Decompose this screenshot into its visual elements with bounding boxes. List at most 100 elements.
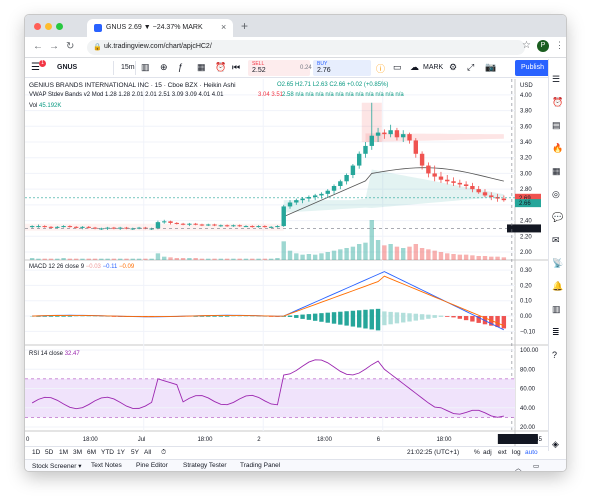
panel-tab-text-notes[interactable]: Text Notes	[91, 462, 122, 469]
candle-style-icon[interactable]: ▥	[141, 62, 150, 72]
range-all[interactable]: All	[144, 449, 152, 456]
forward-icon[interactable]: →	[49, 41, 59, 52]
volume-bar	[231, 258, 236, 260]
volume-bar	[482, 256, 488, 260]
volume-bar	[445, 253, 450, 260]
log-toggle[interactable]: log	[512, 449, 521, 456]
browser-tab[interactable]: GNUS 2.69 ▼ −24.37% MARK ×	[87, 19, 233, 37]
volume-bar	[413, 244, 419, 260]
panel-tab-strategy-tester[interactable]: Strategy Tester	[183, 462, 227, 469]
browser-menu-icon[interactable]: ⋮	[555, 40, 564, 50]
indicators-icon[interactable]: ƒ	[178, 62, 184, 72]
bookmark-star-icon[interactable]: ☆	[522, 40, 531, 51]
axis-settings-icon: ⚙	[525, 437, 530, 444]
volume-bar	[319, 253, 324, 260]
chart-svg[interactable]: 4.003.803.603.403.203.002.802.602.402.20…	[25, 79, 548, 446]
candle-body	[445, 179, 450, 182]
goto-date-icon[interactable]: ⏱	[161, 449, 167, 456]
candle-body	[281, 206, 286, 227]
calendar-icon[interactable]: ▦	[552, 166, 561, 176]
main-menu-icon[interactable]: ☰	[31, 62, 40, 73]
reload-icon[interactable]: ↻	[66, 41, 75, 52]
streams-icon[interactable]: 📡	[552, 258, 564, 268]
order-panel-icon[interactable]: ▥	[552, 304, 561, 314]
ext-toggle[interactable]: ext	[498, 449, 507, 456]
range-1d[interactable]: 1D	[32, 449, 41, 456]
utc-clock[interactable]: 21:02:25 (UTC+1)	[407, 449, 460, 456]
vwap-upper-band	[365, 133, 504, 143]
templates-icon[interactable]: ▦	[197, 62, 206, 72]
fullscreen-icon[interactable]: ⤢	[467, 62, 475, 72]
panel-tab-trading-panel[interactable]: Trading Panel	[240, 462, 281, 469]
maximize-panel-icon[interactable]: ▭	[533, 463, 540, 470]
cloud-icon[interactable]: ☁	[410, 62, 419, 72]
sub-price-label: 2.66	[519, 201, 531, 207]
publish-button[interactable]: Publish	[515, 60, 550, 76]
minimize-window-button[interactable]	[45, 23, 52, 30]
layers-icon[interactable]: ◈	[552, 439, 559, 449]
layout-icon[interactable]: ▭	[393, 62, 402, 72]
new-tab-icon[interactable]: +	[241, 19, 249, 33]
alerts-clock-icon[interactable]: ⏰	[552, 97, 564, 107]
range-5d[interactable]: 5D	[45, 449, 54, 456]
range-ytd[interactable]: YTD	[101, 449, 114, 456]
data-window-icon[interactable]: ▤	[552, 120, 561, 130]
ideas-bulb-icon[interactable]: ◎	[552, 189, 560, 199]
depth-icon[interactable]: ≣	[552, 327, 560, 337]
settings-gear-icon[interactable]: ⚙	[449, 62, 458, 72]
percent-toggle[interactable]: %	[474, 449, 480, 456]
messages-icon[interactable]: ✉	[552, 235, 560, 245]
profile-avatar[interactable]: P	[537, 40, 549, 52]
time-tick-label: 18:00	[317, 437, 333, 443]
adj-toggle[interactable]: adj	[483, 449, 492, 456]
range-5y[interactable]: 5Y	[131, 449, 139, 456]
sell-button[interactable]: SELL 2.52	[248, 60, 310, 76]
tab-close-icon[interactable]: ×	[221, 22, 227, 32]
back-icon[interactable]: ←	[33, 41, 43, 52]
close-window-button[interactable]	[34, 23, 41, 30]
volume-bar	[344, 248, 349, 260]
help-icon[interactable]: ?	[552, 350, 558, 360]
notifications-bell-icon[interactable]: 🔔	[552, 281, 564, 291]
macd-histogram-bar	[99, 315, 104, 317]
volume-bar	[29, 258, 35, 260]
compare-icon[interactable]: ⊕	[160, 62, 168, 72]
vwap-lower-band	[283, 169, 504, 213]
macd-hist-value: −0.03	[85, 264, 101, 270]
candle-body	[388, 130, 393, 135]
symbol-search[interactable]: GNUS	[57, 64, 78, 71]
chart-area[interactable]: 4.003.803.603.403.203.002.802.602.402.20…	[25, 79, 548, 446]
url-input[interactable]: 🔒 uk.tradingview.com/chart/apjcHC2/	[87, 40, 525, 55]
buy-button[interactable]: BUY 2.76	[313, 60, 371, 76]
candle-body	[48, 226, 54, 228]
range-6m[interactable]: 6M	[87, 449, 97, 456]
range-1y[interactable]: 1Y	[117, 449, 125, 456]
camera-icon[interactable]: 📷	[485, 62, 497, 72]
collapse-panel-icon[interactable]: ︿	[515, 465, 522, 471]
layout-name[interactable]: MARK	[423, 64, 444, 71]
volume-bar	[432, 250, 437, 260]
zoom-window-button[interactable]	[56, 23, 63, 30]
range-1m[interactable]: 1M	[59, 449, 69, 456]
last-price-tag	[515, 193, 541, 202]
timeframe-bar: 1D 5D 1M 3M 6M YTD 1Y 5Y All ⏱ 21:02:25 (UTC+1)% ad…	[25, 446, 548, 459]
macd-histogram-bar	[476, 316, 481, 323]
hotlist-icon[interactable]: 🔥	[552, 143, 564, 153]
watchlist-icon[interactable]: ☰	[552, 74, 561, 84]
panel-tab-stock-screener[interactable]: Stock Screener ▾	[32, 463, 82, 470]
alert-icon[interactable]: ⏰	[215, 62, 227, 72]
candle-body	[99, 228, 104, 230]
candle-body	[29, 226, 35, 228]
macd-histogram-bar	[426, 314, 431, 319]
interval-selector[interactable]: 15m	[121, 64, 135, 71]
info-icon[interactable]: ⓘ	[376, 64, 386, 74]
range-3m[interactable]: 3M	[73, 449, 83, 456]
volume-bar	[256, 258, 261, 260]
auto-toggle[interactable]: auto	[525, 449, 538, 456]
panel-tab-pine-editor[interactable]: Pine Editor	[136, 462, 168, 469]
candle-body	[300, 198, 305, 201]
volume-bar	[92, 258, 98, 260]
chat-icon[interactable]: 💬	[552, 212, 564, 222]
replay-icon[interactable]: ⏮	[232, 62, 241, 72]
candle-body	[180, 223, 186, 225]
